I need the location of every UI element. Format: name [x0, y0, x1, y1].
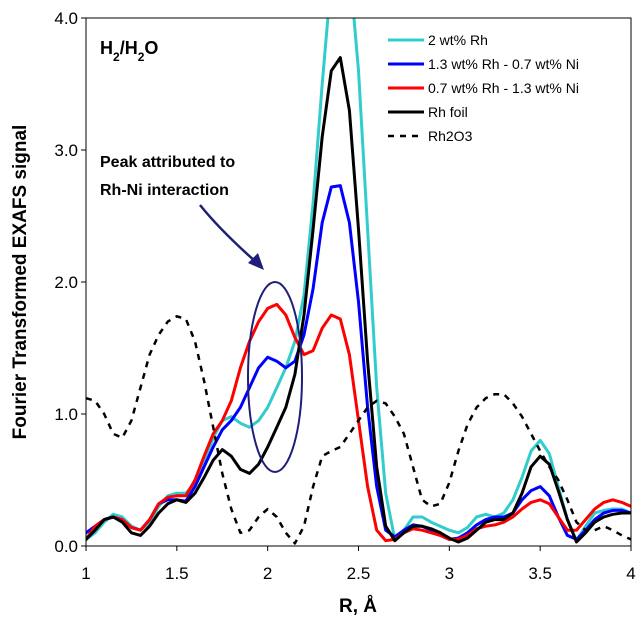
x-tick-label: 1: [81, 564, 90, 583]
legend-entry: Rh foil: [428, 104, 468, 120]
legend-entry: 1.3 wt% Rh - 0.7 wt% Ni: [428, 56, 579, 72]
annotation-line-1: Peak attributed to: [100, 154, 235, 171]
annotation-line-2: Rh-Ni interaction: [100, 182, 229, 199]
legend-entry: Rh2O3: [428, 128, 473, 144]
y-tick-label: 1.0: [54, 405, 78, 424]
y-tick-label: 3.0: [54, 141, 78, 160]
x-axis-label: R, Å: [339, 596, 377, 617]
series-line-0: [86, 18, 631, 543]
y-tick-labels: 0.0 1.0 2.0 3.0 4.0: [54, 9, 86, 556]
y-tick-label: 0.0: [54, 537, 78, 556]
series-line-4: [86, 315, 631, 545]
y-axis-label: Fourier Transformed EXAFS signal: [10, 125, 31, 440]
x-tick-labels: 1 1.5 2 2.5 3 3.5 4: [81, 546, 636, 583]
x-tick-label: 2.5: [347, 564, 371, 583]
series-layer: [86, 18, 631, 545]
series-line-3: [86, 56, 631, 544]
x-tick-label: 4: [626, 564, 635, 583]
x-tick-label: 1.5: [165, 564, 189, 583]
legend: 2 wt% Rh 1.3 wt% Rh - 0.7 wt% Ni 0.7 wt% R…: [388, 32, 579, 144]
x-tick-label: 2: [263, 564, 272, 583]
annotation-arrowhead: [248, 253, 264, 270]
annotation-arrow-line: [199, 204, 257, 263]
condition-label: H2/H2O: [100, 38, 158, 64]
legend-entry: 0.7 wt% Rh - 1.3 wt% Ni: [428, 80, 579, 96]
x-tick-label: 3: [445, 564, 454, 583]
x-tick-label: 3.5: [528, 564, 552, 583]
highlight-ellipse: [247, 281, 303, 473]
legend-entry: 2 wt% Rh: [428, 32, 488, 48]
y-tick-label: 2.0: [54, 273, 78, 292]
y-tick-label: 4.0: [54, 9, 78, 28]
